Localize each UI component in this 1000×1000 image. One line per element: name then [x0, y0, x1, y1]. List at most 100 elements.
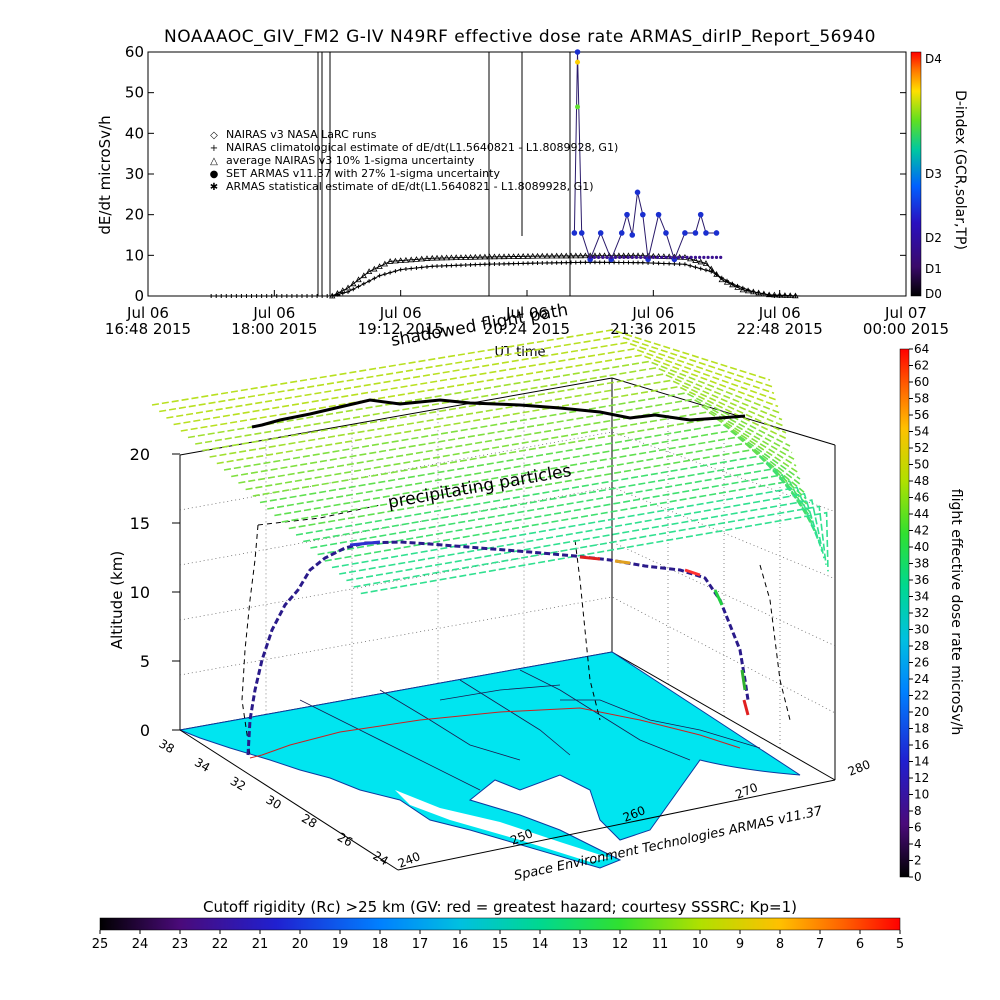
dose-tick-label: 16	[914, 738, 929, 752]
data-point	[423, 255, 431, 261]
dose-tick-label: 20	[914, 705, 929, 719]
data-point	[651, 261, 656, 266]
data-point	[734, 284, 741, 290]
data-point	[310, 294, 315, 298]
data-point	[473, 262, 478, 267]
wall-gridline	[179, 541, 836, 647]
particle-layer-line	[310, 467, 815, 549]
data-point	[664, 255, 668, 259]
dose-colorbar	[899, 348, 910, 878]
rigidity-tick-label: 23	[172, 937, 189, 952]
z-tick-label: 20	[130, 445, 150, 464]
particle-layer-line	[238, 404, 795, 484]
data-point	[597, 260, 602, 265]
data-point	[640, 260, 645, 265]
data-point	[643, 255, 647, 259]
y-axis-label: dE/dt microSv/h	[96, 115, 114, 234]
data-point	[472, 253, 479, 260]
data-point	[274, 294, 279, 298]
rigidity-colorbar	[99, 917, 901, 931]
data-point	[698, 255, 702, 259]
dose-tick-label: 46	[914, 491, 929, 505]
data-point	[254, 294, 259, 298]
rigidity-tick-label: 6	[856, 937, 864, 952]
d-index-tick: D0	[925, 287, 942, 301]
data-point	[702, 260, 710, 266]
data-point	[693, 255, 698, 259]
data-point	[629, 232, 636, 238]
data-point	[284, 294, 289, 298]
data-point	[209, 294, 214, 298]
y-tick-label: 50	[125, 84, 144, 102]
dose-tick-label: 40	[914, 540, 929, 554]
data-point	[573, 260, 578, 265]
data-point	[575, 104, 581, 110]
data-point	[350, 280, 357, 287]
dose-tick-label: 34	[914, 590, 929, 604]
map-white-coast	[395, 790, 610, 862]
data-point	[402, 256, 410, 263]
data-point	[397, 257, 404, 264]
data-point	[744, 287, 752, 294]
d-index-colorbar	[910, 51, 922, 297]
data-point	[506, 261, 511, 266]
data-point	[214, 294, 219, 298]
lat-tick-label: 32	[228, 774, 248, 794]
particle-layer-line	[331, 486, 821, 569]
data-point	[677, 262, 682, 267]
shadowed-flight-path	[251, 398, 746, 429]
lat-tick-label: 24	[371, 848, 391, 868]
rigidity-tick-label: 22	[212, 937, 229, 952]
data-point	[543, 252, 551, 259]
data-point	[505, 253, 512, 259]
data-point	[487, 262, 492, 267]
data-point	[502, 261, 507, 266]
data-point	[729, 281, 736, 288]
data-point	[563, 252, 570, 259]
data-point	[439, 263, 444, 268]
data-point	[299, 294, 304, 298]
data-point	[681, 255, 685, 259]
data-point	[524, 252, 532, 259]
data-point	[714, 255, 719, 259]
rigidity-tick-label: 13	[572, 937, 589, 952]
data-point	[344, 284, 352, 291]
data-point	[339, 287, 346, 293]
particle-layer-line	[173, 348, 777, 426]
data-point	[418, 255, 425, 262]
map-surface	[178, 651, 801, 869]
dose-tick-label: 62	[914, 359, 929, 373]
data-point	[454, 263, 459, 268]
data-point	[320, 294, 325, 298]
lat-tick-label: 34	[192, 755, 212, 775]
data-point	[631, 260, 636, 265]
data-point	[269, 294, 274, 298]
data-point	[703, 268, 708, 273]
x-tick-label-line2: 21:36 2015	[610, 320, 696, 338]
data-point	[677, 255, 681, 259]
data-point	[413, 256, 420, 262]
legend-symbol: +	[210, 143, 218, 154]
rigidity-colorbar-group: Cutoff rigidity (Rc) >25 km (GV: red = g…	[92, 898, 904, 952]
data-point	[334, 289, 341, 296]
data-point	[640, 211, 646, 218]
z-tick-label: 15	[130, 514, 150, 533]
particle-layer-line	[151, 329, 771, 406]
rigidity-tick-label: 16	[452, 937, 469, 952]
data-point	[713, 270, 720, 277]
dose-tick-label: 18	[914, 722, 929, 736]
data-point	[682, 262, 687, 267]
data-point	[433, 254, 441, 261]
y-tick-label: 0	[134, 287, 144, 305]
data-point	[672, 255, 676, 259]
data-point	[511, 261, 516, 266]
rigidity-tick-label: 15	[492, 937, 509, 952]
data-point	[703, 230, 709, 236]
data-point	[525, 261, 530, 266]
data-point	[634, 189, 641, 196]
particle-layer-line	[252, 417, 799, 497]
precipitating-particles-layer	[151, 329, 829, 595]
data-point	[634, 255, 639, 259]
data-point	[639, 255, 643, 259]
y-tick-label: 30	[125, 165, 144, 183]
